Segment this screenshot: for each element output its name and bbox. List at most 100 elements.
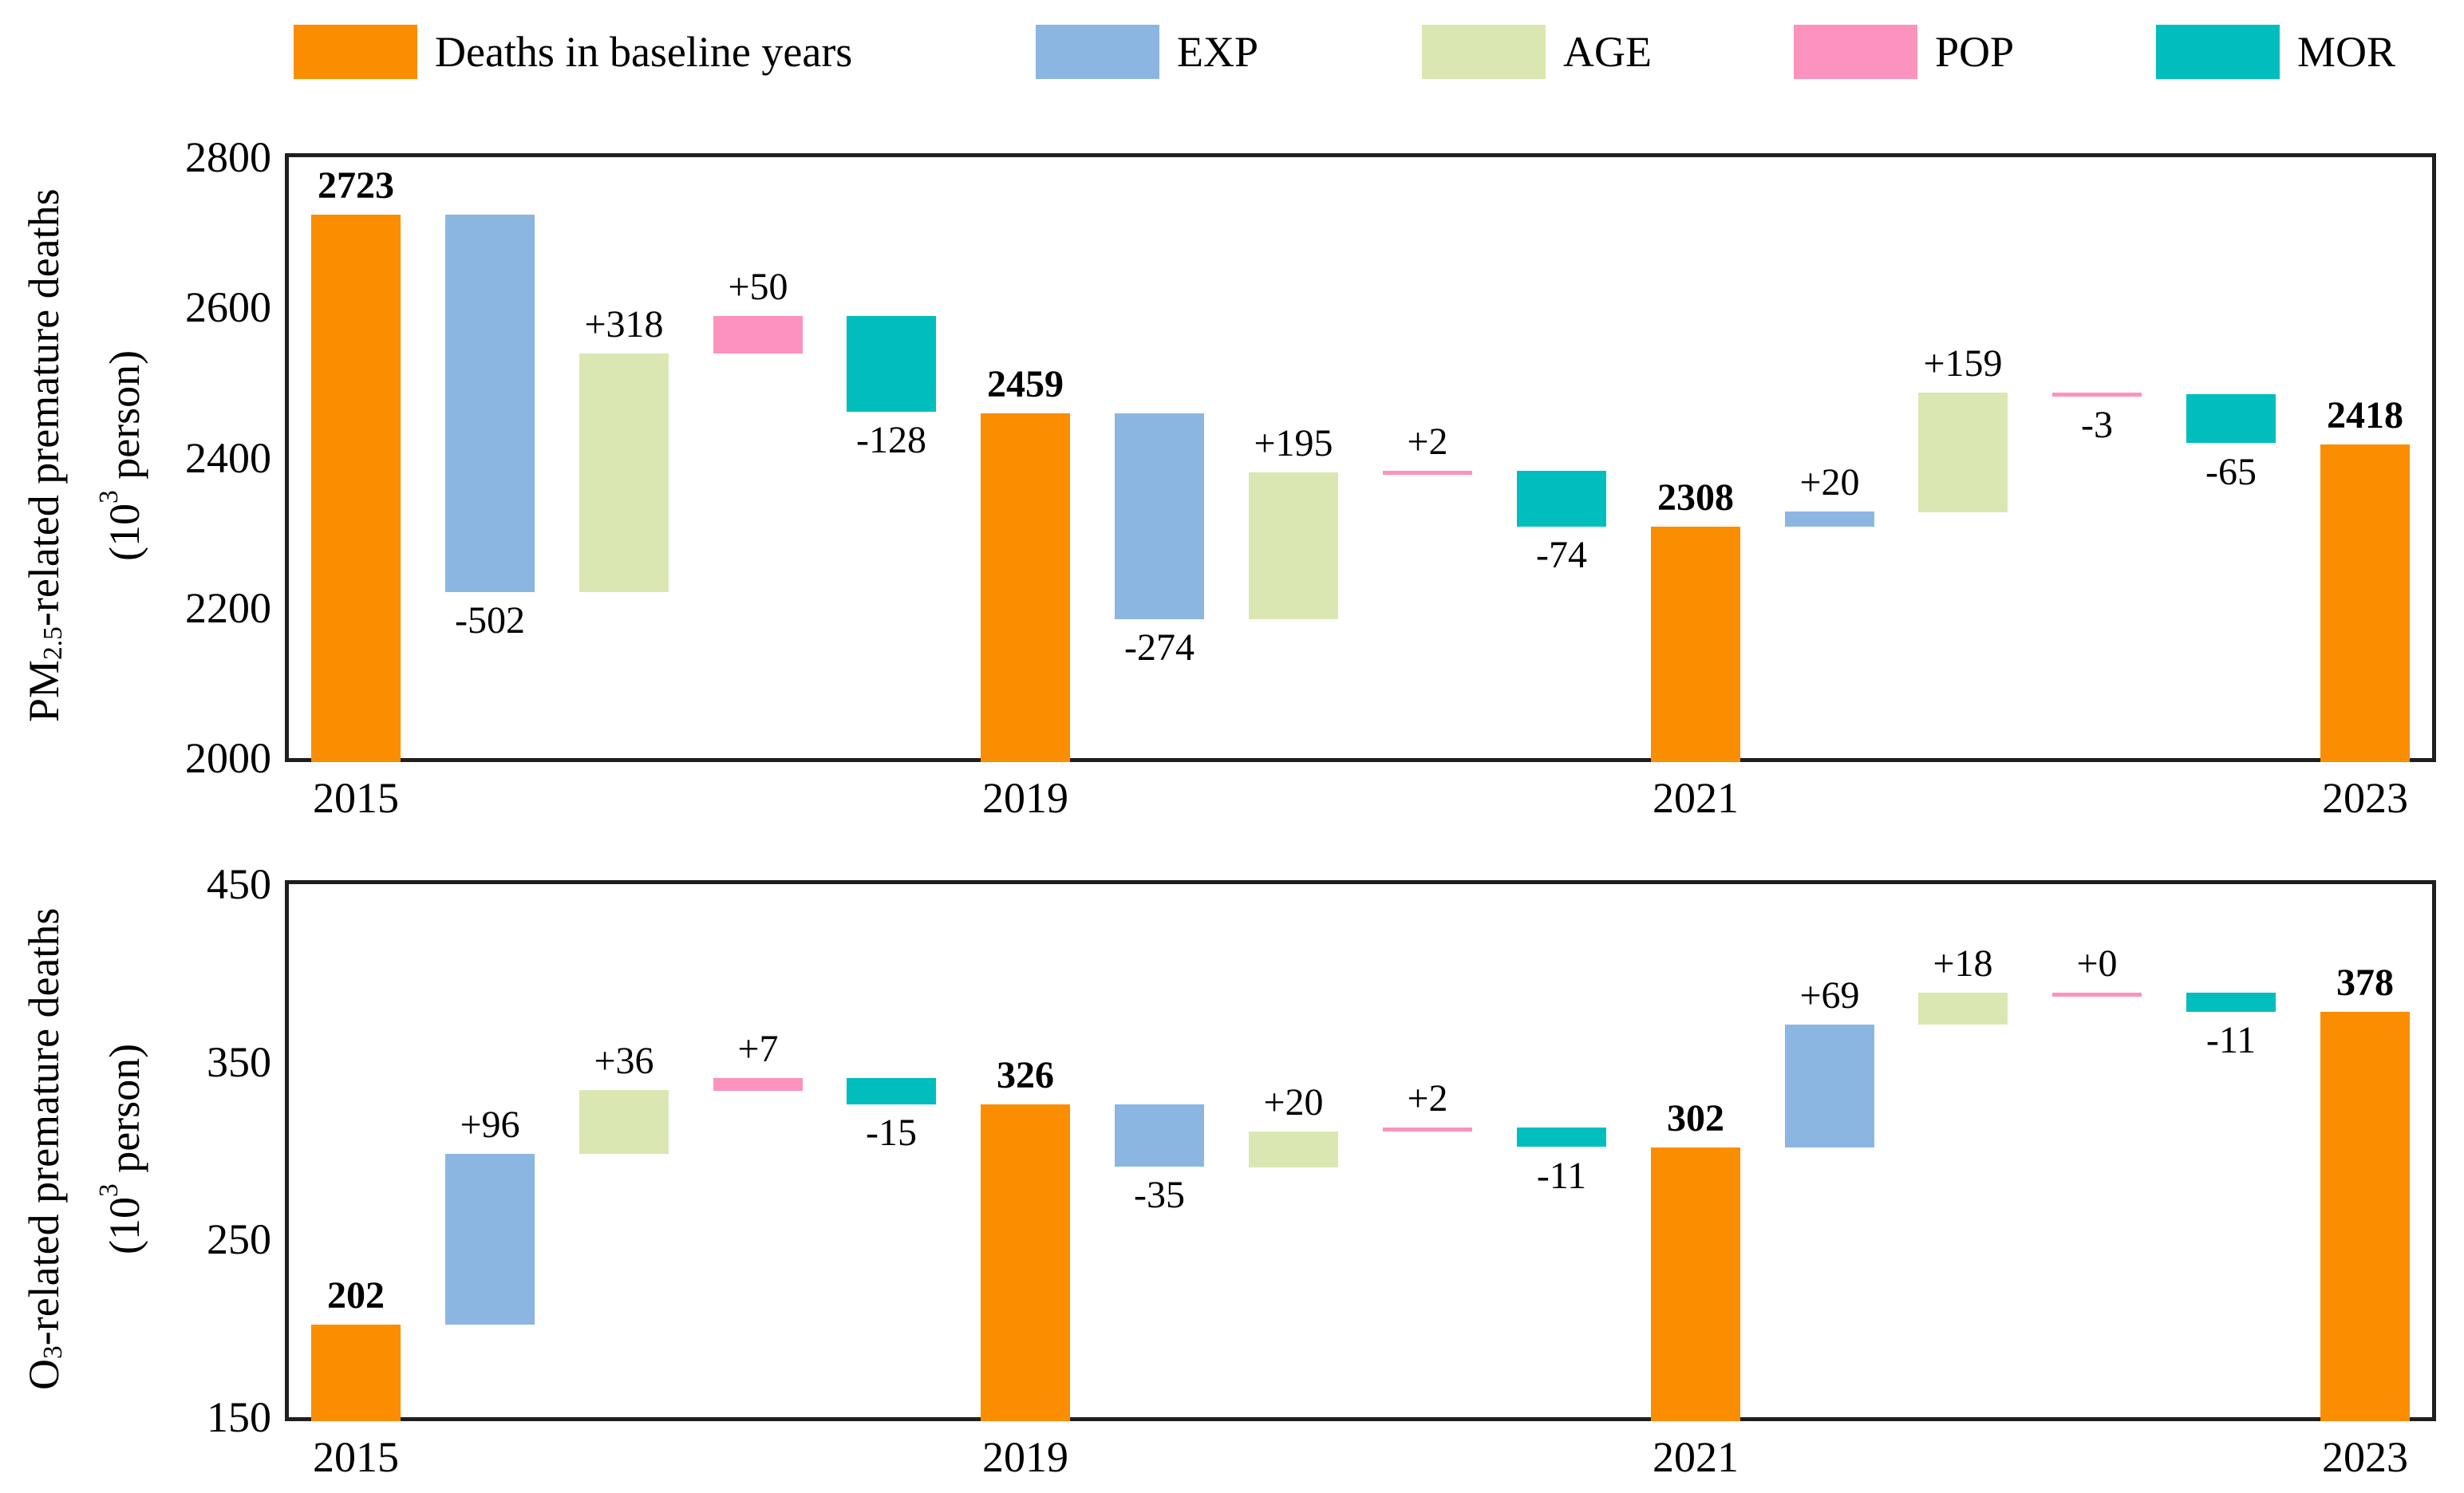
exponent: 3	[93, 1183, 124, 1197]
bar-value-label: +159	[1923, 342, 2003, 385]
bar-value-label: -128	[856, 419, 926, 461]
delta-bar-age	[1918, 993, 2008, 1025]
bar-value-label: +195	[1254, 422, 1333, 464]
bar-value-label: -74	[1536, 534, 1587, 576]
delta-bar-pop	[1383, 1128, 1472, 1132]
pm25-y-axis-title-line1: PM2.5-related premature deaths	[20, 188, 68, 723]
delta-bar-exp	[445, 1154, 535, 1325]
legend-item-age: AGE	[1422, 24, 1652, 80]
bar-value-label: -15	[866, 1112, 917, 1154]
baseline-bar-2019	[981, 1104, 1070, 1421]
legend-swatch-age	[1422, 25, 1546, 79]
y-tick-label: 350	[207, 1037, 271, 1086]
y-tick-label: 2800	[185, 133, 271, 181]
delta-bar-mor	[2186, 993, 2276, 1012]
legend: Deaths in baseline years EXP AGE POP MOR	[0, 0, 2464, 112]
bar-value-label: +318	[584, 303, 664, 346]
bar-value-label: 2459	[987, 363, 1064, 405]
pm25-y-axis-unit-line2: (103 person)	[93, 350, 148, 562]
delta-bar-exp	[1785, 1025, 1874, 1147]
delta-bar-pop	[713, 316, 803, 354]
delta-bar-mor	[1517, 471, 1606, 527]
bar-value-label: -35	[1134, 1174, 1185, 1216]
x-tick-label-2023: 2023	[2322, 1433, 2408, 1481]
legend-item-pop: POP	[1794, 24, 2014, 80]
delta-bar-pop	[2052, 393, 2142, 397]
bar-value-label: -3	[2081, 404, 2113, 446]
y-tick-label: 450	[207, 860, 271, 908]
bar-value-label: 302	[1667, 1097, 1724, 1139]
delta-bar-age	[579, 354, 669, 592]
delta-bar-mor	[2186, 394, 2276, 443]
bar-value-label: 2308	[1657, 476, 1734, 519]
o3-plot-area: 150 250 350 450 202 +96 +36 +7 -15 326 -35 +20 +2 -11…	[207, 860, 2436, 1481]
x-tick-label-2021: 2021	[1653, 774, 1739, 822]
legend-swatch-pop	[1794, 25, 1917, 79]
delta-bar-exp	[1785, 511, 1874, 527]
legend-label-age: AGE	[1563, 28, 1652, 76]
legend-item-exp: EXP	[1036, 24, 1258, 80]
bar-value-label: 2418	[2327, 394, 2403, 436]
x-tick-label-2021: 2021	[1653, 1433, 1739, 1481]
legend-label-baseline: Deaths in baseline years	[435, 28, 853, 76]
baseline-bar-2015	[311, 1325, 401, 1421]
legend-swatch-mor	[2156, 25, 2280, 79]
x-tick-label-2015: 2015	[313, 1433, 399, 1481]
delta-bar-mor	[847, 1078, 936, 1104]
x-tick-label-2019: 2019	[982, 774, 1068, 822]
y-tick-label: 250	[207, 1215, 271, 1264]
legend-item-baseline: Deaths in baseline years	[294, 24, 852, 80]
delta-bar-age	[1918, 393, 2008, 512]
bar-value-label: 326	[997, 1054, 1054, 1096]
pm25-y-axis-title: PM2.5-related premature deaths (103 pers…	[16, 153, 152, 758]
delta-bar-pop	[713, 1078, 803, 1091]
bar-value-label: +0	[2076, 942, 2118, 985]
baseline-bar-2023	[2320, 444, 2410, 762]
x-tick-label-2023: 2023	[2322, 774, 2408, 822]
bar-value-label: +2	[1407, 421, 1448, 463]
o3-subscript: 3	[38, 1345, 68, 1359]
bar-value-label: 2723	[318, 164, 394, 207]
bar-value-label: +50	[728, 266, 788, 308]
legend-item-mor: MOR	[2156, 24, 2395, 80]
bar-value-label: -65	[2205, 451, 2257, 493]
bar-value-label: -11	[1536, 1155, 1587, 1197]
o3-y-axis-unit-line2: (103 person)	[93, 1043, 148, 1254]
y-tick-label: 2000	[185, 734, 271, 782]
bar-value-label: +7	[737, 1028, 779, 1070]
pm25-plot-area: 2000 2200 2400 2600 2800 2723 -502 +318 +50 -128 2…	[185, 133, 2436, 822]
legend-label-pop: POP	[1935, 28, 2015, 76]
delta-bar-exp	[1115, 413, 1204, 619]
baseline-bar-2019	[981, 413, 1070, 762]
bar-value-label: +2	[1407, 1077, 1448, 1120]
bar-value-label: -274	[1124, 626, 1194, 669]
delta-bar-age	[579, 1090, 669, 1154]
legend-swatch-exp	[1036, 25, 1159, 79]
delta-bar-age	[1249, 472, 1338, 619]
baseline-bar-2023	[2320, 1012, 2410, 1421]
legend-label-mor: MOR	[2297, 28, 2396, 76]
bar-value-label: -11	[2205, 1019, 2257, 1061]
delta-bar-pop	[2052, 993, 2142, 997]
delta-bar-exp	[445, 215, 535, 592]
bar-value-label: +18	[1933, 942, 1993, 985]
bar-value-label: +36	[594, 1040, 654, 1082]
o3-y-axis-title-line1: O3-related premature deaths	[20, 907, 68, 1390]
y-tick-label: 150	[207, 1393, 271, 1441]
baseline-bar-2015	[311, 215, 401, 762]
o3-y-axis-title: O3-related premature deaths (103 person)	[16, 880, 152, 1417]
legend-label-exp: EXP	[1177, 28, 1259, 76]
bar-value-label: +20	[1799, 461, 1860, 504]
bar-value-label: 378	[2336, 962, 2394, 1004]
exponent: 3	[93, 490, 124, 504]
pm25-subscript: 2.5	[38, 626, 68, 661]
bar-value-label: +96	[460, 1104, 520, 1146]
bar-value-label: -502	[455, 599, 525, 642]
delta-bar-mor	[847, 316, 936, 412]
y-tick-label: 2200	[185, 583, 271, 632]
baseline-bar-2021	[1651, 527, 1740, 762]
x-tick-label-2019: 2019	[982, 1433, 1068, 1481]
baseline-bar-2021	[1651, 1147, 1740, 1421]
legend-swatch-baseline	[294, 25, 417, 79]
